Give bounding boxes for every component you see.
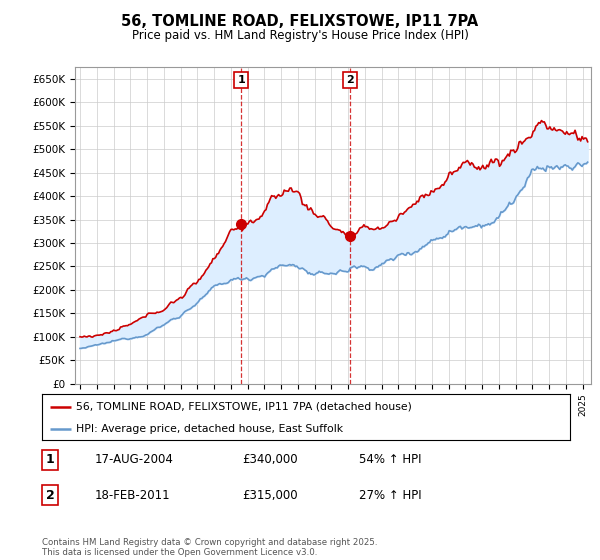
Text: 2: 2	[46, 489, 54, 502]
Text: 17-AUG-2004: 17-AUG-2004	[95, 453, 173, 466]
Text: 56, TOMLINE ROAD, FELIXSTOWE, IP11 7PA (detached house): 56, TOMLINE ROAD, FELIXSTOWE, IP11 7PA (…	[76, 402, 412, 412]
Text: HPI: Average price, detached house, East Suffolk: HPI: Average price, detached house, East…	[76, 424, 343, 435]
Text: £340,000: £340,000	[242, 453, 298, 466]
Text: 56, TOMLINE ROAD, FELIXSTOWE, IP11 7PA: 56, TOMLINE ROAD, FELIXSTOWE, IP11 7PA	[121, 14, 479, 29]
Text: 2: 2	[346, 76, 354, 85]
Text: 1: 1	[238, 76, 245, 85]
Text: £315,000: £315,000	[242, 489, 298, 502]
Text: 1: 1	[46, 453, 54, 466]
Text: Price paid vs. HM Land Registry's House Price Index (HPI): Price paid vs. HM Land Registry's House …	[131, 29, 469, 42]
Text: Contains HM Land Registry data © Crown copyright and database right 2025.
This d: Contains HM Land Registry data © Crown c…	[42, 538, 377, 557]
Text: 18-FEB-2011: 18-FEB-2011	[95, 489, 170, 502]
Text: 54% ↑ HPI: 54% ↑ HPI	[359, 453, 421, 466]
Text: 27% ↑ HPI: 27% ↑ HPI	[359, 489, 421, 502]
